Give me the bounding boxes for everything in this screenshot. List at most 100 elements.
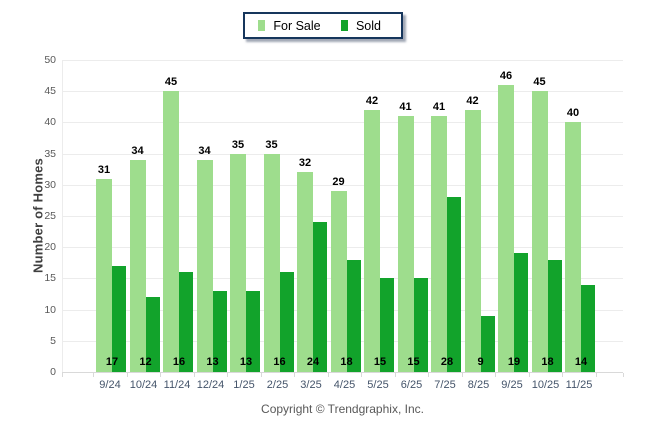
- y-axis-tick-label: 50: [44, 54, 56, 66]
- bar-for-sale: [364, 109, 380, 372]
- x-axis-category-label: 6/25: [400, 379, 423, 391]
- legend-label-sold: Sold: [355, 18, 381, 33]
- x-axis-category-label: 7/25: [434, 379, 456, 391]
- sold-value-label: 15: [373, 356, 387, 368]
- sold-value-label: 19: [507, 356, 521, 368]
- bar-sold: [547, 259, 562, 372]
- bar-sold: [480, 315, 495, 372]
- for-sale-value-label: 46: [499, 69, 513, 82]
- sold-value-label: 13: [206, 356, 219, 368]
- x-axis-tick: [495, 373, 497, 377]
- for-sale-value-label: 41: [432, 101, 446, 114]
- x-axis-category-label: 2/25: [266, 379, 289, 391]
- x-axis-category-label: 9/25: [501, 379, 523, 391]
- bar-for-sale: [498, 84, 514, 372]
- bar-sold: [447, 197, 461, 372]
- for-sale-value-label: 34: [131, 144, 144, 157]
- bar-sold: [413, 278, 428, 372]
- bar-for-sale: [330, 191, 347, 372]
- bar-for-sale: [96, 178, 112, 372]
- x-axis-category-label: 1/25: [233, 379, 255, 391]
- y-axis-tick-label: 25: [44, 210, 56, 222]
- y-axis-tick-label: 30: [44, 178, 56, 191]
- bar-for-sale: [196, 159, 213, 372]
- y-axis-tick-label: 20: [44, 241, 56, 254]
- sold-value-label: 12: [139, 356, 152, 368]
- x-axis-tick: [394, 373, 396, 377]
- x-axis-tick: [595, 373, 597, 377]
- sold-value-label: 9: [477, 356, 484, 368]
- x-axis-category-label: 10/24: [129, 379, 158, 391]
- x-axis-tick: [461, 373, 463, 377]
- x-axis-tick: [361, 373, 363, 377]
- x-axis-tick: [327, 373, 329, 377]
- bar-sold: [514, 253, 528, 372]
- for-sale-value-label: 45: [533, 76, 546, 89]
- bar-sold: [112, 265, 126, 372]
- for-sale-value-label: 42: [365, 94, 379, 107]
- y-axis-tick-label: 35: [44, 147, 56, 160]
- x-axis-category-label: 11/25: [565, 379, 593, 391]
- x-axis-tick: [428, 373, 430, 377]
- for-sale-value-label: 35: [231, 138, 245, 151]
- bar-sold: [313, 222, 327, 372]
- for-sale-value-label: 35: [265, 138, 278, 151]
- bar-for-sale: [397, 116, 414, 372]
- sold-value-label: 18: [541, 356, 554, 368]
- gridline: [62, 122, 623, 124]
- bar-for-sale: [297, 172, 313, 372]
- y-axis-tick-label: 10: [44, 303, 56, 316]
- bar-for-sale: [464, 109, 481, 372]
- bar-sold: [246, 290, 260, 372]
- x-axis-tick: [93, 373, 95, 377]
- bar-sold: [380, 278, 394, 372]
- sold-value-label: 16: [273, 356, 286, 368]
- for-sale-value-label: 34: [198, 144, 211, 157]
- sold-value-label: 13: [239, 356, 253, 368]
- sold-value-label: 15: [407, 356, 420, 368]
- for-sale-value-label: 42: [466, 94, 479, 107]
- y-axis-line: [62, 60, 63, 372]
- x-axis-tick: [623, 373, 624, 377]
- x-axis-tick: [528, 373, 530, 377]
- y-axis-tick-label: 5: [50, 334, 56, 347]
- x-axis-category-label: 9/24: [99, 379, 121, 391]
- sold-value-label: 24: [306, 356, 320, 368]
- sold-value-label: 18: [340, 356, 353, 368]
- sold-value-label: 16: [172, 356, 186, 368]
- x-axis-tick: [126, 373, 128, 377]
- y-axis-tick-label: 45: [44, 85, 56, 98]
- x-axis-category-label: 4/25: [333, 379, 356, 391]
- bar-sold: [279, 272, 294, 372]
- x-axis-category-label: 12/24: [196, 379, 225, 391]
- gridline: [62, 153, 623, 155]
- bar-sold: [179, 272, 193, 372]
- bar-for-sale: [531, 91, 548, 372]
- bar-for-sale: [565, 122, 581, 372]
- y-axis-tick-label: 0: [50, 366, 56, 378]
- bar-sold: [346, 259, 361, 372]
- x-axis-tick: [193, 373, 195, 377]
- for-sale-value-label: 45: [164, 76, 178, 89]
- gridline: [62, 91, 623, 93]
- x-axis-category-label: 5/25: [367, 379, 389, 391]
- bar-for-sale: [230, 153, 246, 372]
- bar-for-sale: [163, 91, 179, 372]
- sold-value-label: 14: [574, 356, 588, 368]
- x-axis-category-label: 3/25: [300, 379, 322, 391]
- x-axis-tick: [260, 373, 262, 377]
- bar-sold: [581, 284, 595, 372]
- gridline: [62, 184, 623, 186]
- for-sale-value-label: 29: [332, 176, 345, 189]
- x-axis-category-label: 11/24: [163, 379, 191, 391]
- x-axis-tick: [227, 373, 229, 377]
- bar-for-sale: [263, 153, 280, 372]
- sold-value-label: 17: [105, 356, 119, 368]
- legend: For Sale Sold: [243, 12, 403, 39]
- for-sale-value-label: 41: [399, 101, 412, 114]
- bar-sold: [145, 297, 160, 372]
- legend-swatch-sold: [340, 20, 348, 31]
- copyright-text: Copyright © Trendgraphix, Inc.: [261, 402, 424, 416]
- bar-sold: [212, 290, 227, 372]
- for-sale-value-label: 40: [566, 107, 580, 120]
